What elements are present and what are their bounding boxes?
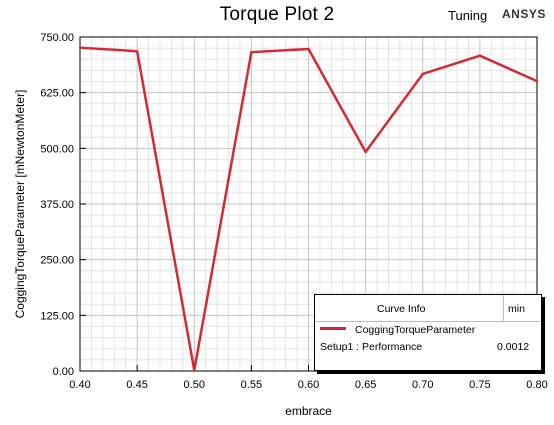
y-tick-labels: 0.00 125.00 250.00 375.00 500.00 625.00 750.00 [40, 32, 74, 378]
brand-logo: ANSYS [502, 7, 546, 21]
y-tick-label: 125.00 [40, 310, 74, 322]
legend-series-name: CoggingTorqueParameter [355, 324, 476, 336]
x-tick-label: 0.50 [184, 379, 205, 391]
legend-header-title: Curve Info [377, 303, 426, 315]
x-tick-label: 0.40 [69, 379, 90, 391]
y-tick-label: 625.00 [40, 88, 74, 100]
data-point [535, 79, 539, 83]
data-point [307, 47, 310, 51]
tuning-label[interactable]: Tuning [448, 8, 488, 23]
legend-min-value: 0.0012 [497, 341, 530, 353]
data-point [364, 150, 367, 154]
x-tick-label: 0.65 [355, 379, 376, 391]
x-tick-label: 0.55 [241, 379, 262, 391]
legend-setup-label: Setup1 : Performance [320, 341, 423, 353]
data-point [193, 368, 196, 372]
chart-title: Torque Plot 2 [219, 4, 335, 25]
data-point [421, 72, 424, 76]
legend-header: Curve Info min [315, 295, 541, 322]
legend-column-divider [503, 295, 504, 321]
data-point [78, 46, 82, 49]
x-tick-label: 0.60 [298, 379, 319, 391]
x-tick-label: 0.70 [412, 379, 433, 391]
y-axis-label: CoggingTorqueParameter [mNewtonMeter] [13, 90, 27, 319]
data-point [135, 50, 139, 53]
x-tick-label: 0.80 [526, 379, 547, 391]
y-tick-label: 375.00 [40, 199, 74, 211]
legend-series-swatch [320, 327, 346, 330]
y-tick-label: 0.00 [53, 366, 74, 378]
data-point [478, 54, 482, 57]
data-point [250, 50, 253, 54]
curve-info-legend[interactable]: Curve Info min CoggingTorqueParameter Se… [314, 294, 542, 371]
x-tick-labels: 0.40 0.45 0.50 0.55 0.60 0.65 0.70 0.75 0.80 [69, 379, 547, 391]
x-axis-label: embrace [285, 404, 332, 418]
x-tick-label: 0.75 [469, 379, 490, 391]
x-tick-label: 0.45 [126, 379, 147, 391]
y-tick-label: 500.00 [40, 143, 74, 155]
legend-min-column: min [508, 303, 525, 315]
y-tick-label: 250.00 [40, 255, 74, 267]
y-tick-label: 750.00 [40, 32, 74, 44]
series-layer [78, 46, 539, 372]
